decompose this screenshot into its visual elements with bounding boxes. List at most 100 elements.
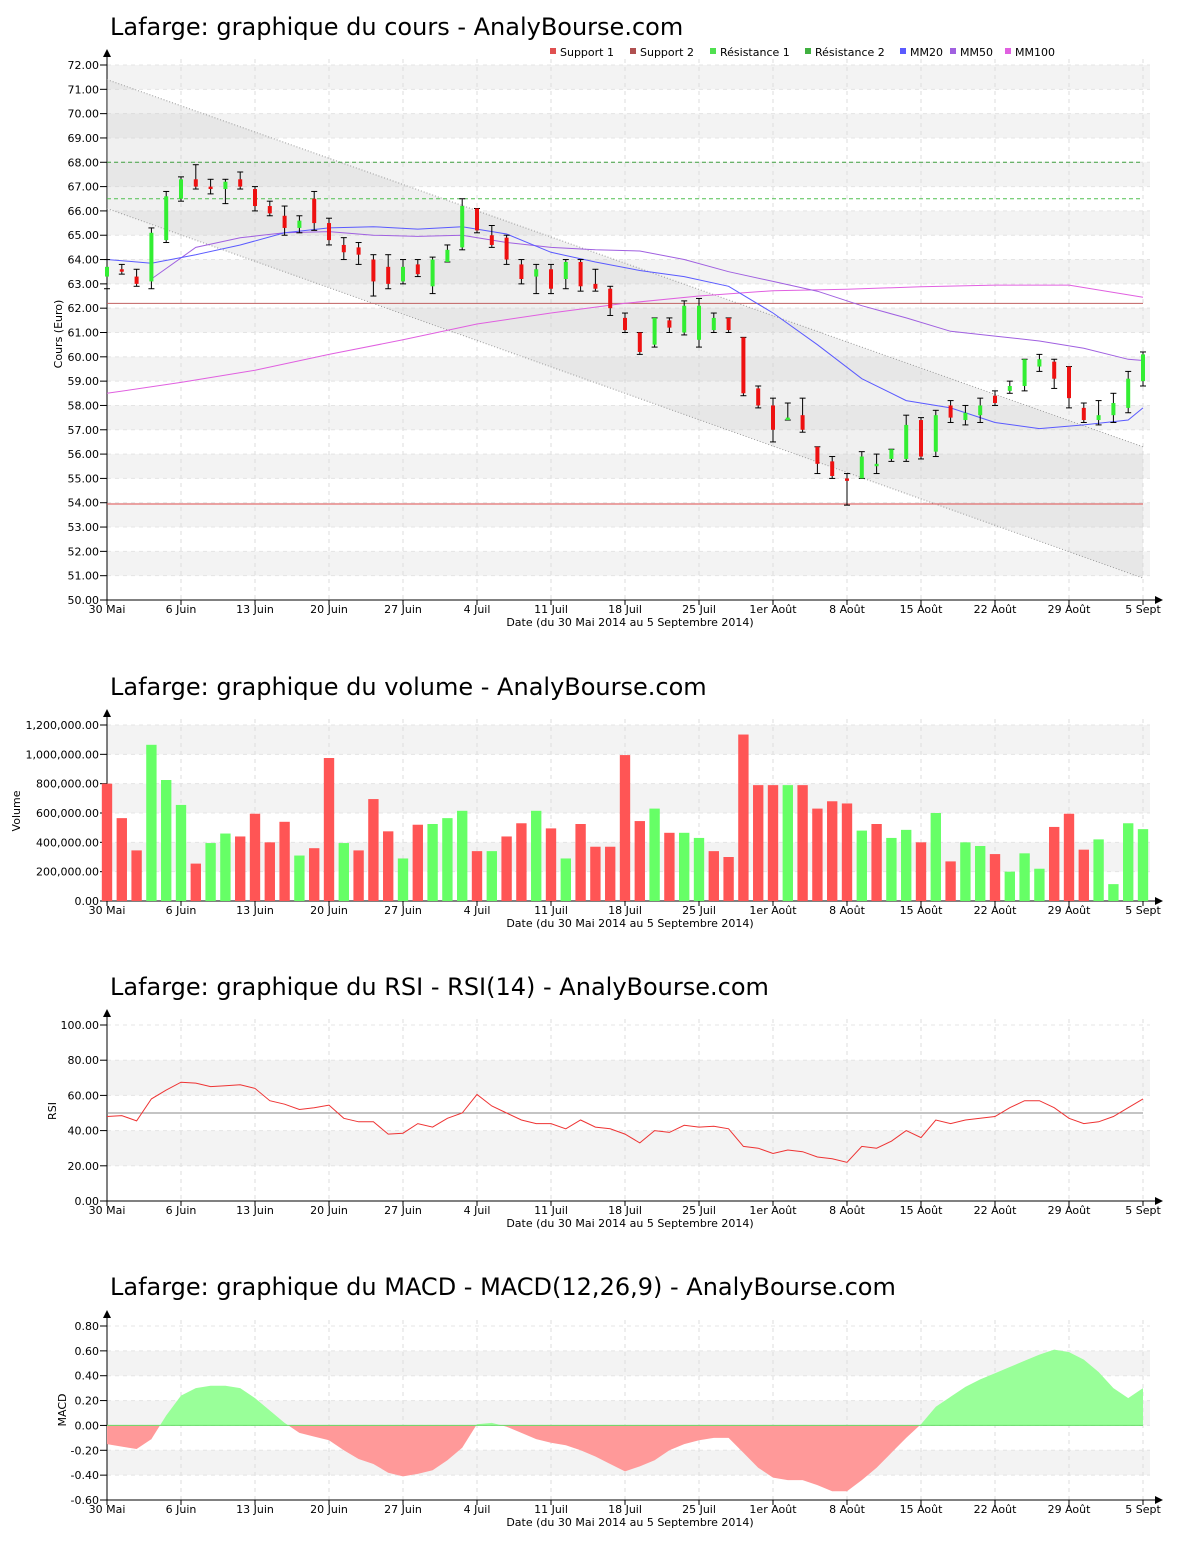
candle-body [578,261,583,287]
candle-body [208,186,213,190]
candle [474,207,480,234]
chart-1-title: Lafarge: graphique du volume - AnalyBour… [110,673,707,701]
volume-bar [220,833,231,901]
chart-2-xlabel: Date (du 30 Mai 2014 au 5 Septembre 2014… [506,1217,753,1230]
chart-3-xtick-label: 8 Août [829,1503,866,1516]
volume-bar [1004,871,1015,901]
chart-2-xtick-label: 8 Août [829,1204,866,1217]
legend-swatch [710,48,716,54]
candle [636,332,643,355]
chart-3-xtick-label: 18 Juil [608,1503,642,1516]
chart-3-ylabel: MACD [56,1394,69,1427]
candle [1080,402,1087,423]
candle-body [223,181,228,190]
chart-1-y-arrow [103,709,111,717]
chart-2-ytick-label: 80.00 [68,1054,100,1067]
volume-bar [901,829,912,901]
candle [696,297,702,348]
candle [1006,380,1013,394]
candle-body [563,261,568,279]
legend-swatch [630,48,636,54]
volume-svg: Lafarge: graphique du volume - AnalyBour… [10,673,1163,930]
chart-2-xtick-label: 27 Juin [384,1204,422,1217]
volume-bar [649,808,660,901]
volume-bar [634,821,645,901]
chart-2-ytick-label: 60.00 [68,1089,100,1102]
volume-bar [886,837,897,901]
candle-body [785,417,790,421]
candle-body [1052,361,1057,379]
chart-0-xtick-label: 22 Août [974,603,1018,616]
chart-1-band [107,725,1150,755]
macd-svg: Lafarge: graphique du MACD - MACD(12,26,… [56,1273,1163,1529]
candle [992,390,998,406]
candle [370,254,377,297]
legend-label: Support 1 [560,46,614,59]
candle-body [1141,354,1145,382]
chart-1-xtick-label: 6 Juin [166,904,197,917]
chart-0-ytick-label: 57.00 [68,424,100,437]
volume-bar [471,851,483,901]
candle-body [179,179,183,199]
chart-0-ytick-label: 59.00 [68,375,100,388]
chart-2-ytick-label: 20.00 [68,1160,100,1173]
candle-body [105,266,109,277]
chart-0-band [107,308,1150,333]
volume-bar [279,821,290,901]
volume-bar [516,823,527,901]
candle-body [904,424,909,459]
candle-body [697,305,701,340]
chart-1-xtick-label: 11 Juil [534,904,568,917]
legend-label: Résistance 2 [815,46,885,59]
volume-bar [190,863,201,901]
volume-bar [1108,884,1119,901]
candle [1021,358,1028,392]
chart-3-xtick-label: 11 Juil [534,1503,568,1516]
candle-body [800,415,805,430]
candle [296,215,303,234]
candle [222,178,229,205]
chart-2-xtick-label: 6 Juin [166,1204,197,1217]
candle [725,317,732,333]
candle [311,190,318,231]
candle-body [874,463,879,467]
volume-bar [383,831,394,901]
chart-1-x-arrow [1155,897,1163,905]
chart-0-xtick-label: 11 Juil [534,603,568,616]
candle-body [341,244,346,253]
chart-2-xtick-label: 15 Août [900,1204,944,1217]
chart-2-xtick-label: 13 Juin [236,1204,274,1217]
candle [252,186,258,212]
volume-bar [797,785,808,901]
candle-body [1111,403,1116,416]
chart-2-xtick-label: 25 Juil [682,1204,716,1217]
chart-1-ylabel: Volume [10,790,23,831]
candle-body [282,215,287,228]
chart-1-ytick-label: 800,000.00 [36,778,99,791]
candle-body [608,288,613,309]
chart-0-xtick-label: 29 Août [1048,603,1092,616]
candle [118,263,125,275]
volume-bar [146,744,157,901]
legend-label: Résistance 1 [720,46,790,59]
chart-2-ytick-label: 0.00 [75,1195,100,1208]
candle-body [726,317,731,331]
chart-0-ytick-label: 50.00 [68,594,100,607]
volume-bar [753,785,764,901]
chart-3-xtick-label: 15 Août [900,1503,944,1516]
chart-0-xtick-label: 25 Juil [682,603,716,616]
candle-body [889,449,894,459]
chart-1-xtick-label: 18 Juil [608,904,642,917]
legend-label: MM20 [910,46,943,59]
volume-bar [827,801,838,901]
volume-bar [575,824,586,901]
macd-chart: Lafarge: graphique du MACD - MACD(12,26,… [0,1260,1200,1540]
chart-0-xtick-label: 8 Août [829,603,866,616]
candle-body [119,269,124,272]
volume-bar [1034,868,1045,901]
candle-body [1022,359,1027,386]
candle [829,456,836,479]
candle [326,217,332,246]
chart-1-xtick-label: 4 Juil [464,904,491,917]
volume-bar [101,783,113,901]
